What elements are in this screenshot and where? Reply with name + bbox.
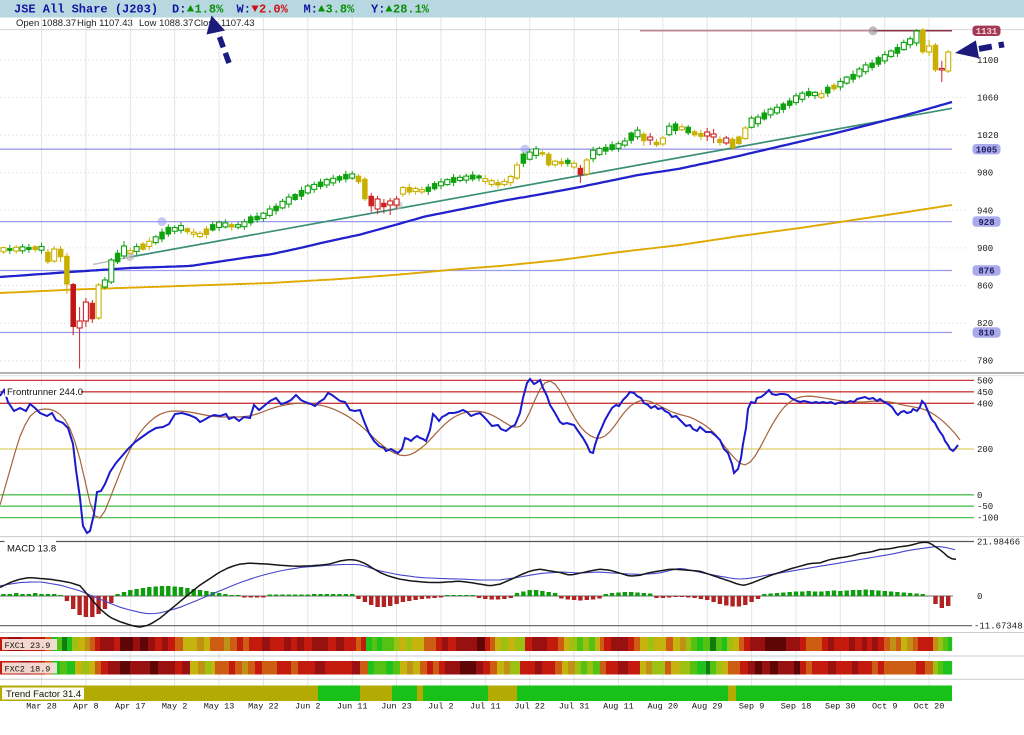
svg-text:May 22: May 22 (248, 702, 279, 712)
svg-text:Apr 8: Apr 8 (73, 702, 99, 712)
svg-text:940: 940 (977, 206, 993, 216)
svg-text:JSE All Share (J203)D:1.8%W:2.: JSE All Share (J203) D: 1.8% W: 2.0% M: 3.8% Y:… (14, 3, 430, 17)
svg-text:Sep 18: Sep 18 (781, 702, 812, 712)
svg-text:Apr 17: Apr 17 (115, 702, 146, 712)
svg-text:Jul 11: Jul 11 (470, 702, 501, 712)
svg-text:Mar 28: Mar 28 (26, 702, 57, 712)
svg-text:-100: -100 (977, 514, 999, 524)
svg-text:Sep 9: Sep 9 (739, 702, 765, 712)
svg-text:1020: 1020 (977, 131, 999, 141)
svg-text:Oct 9: Oct 9 (872, 702, 898, 712)
svg-text:0: 0 (977, 491, 982, 501)
svg-text:21.98466: 21.98466 (977, 538, 1020, 548)
svg-text:May 13: May 13 (204, 702, 235, 712)
svg-text:860: 860 (977, 282, 993, 292)
svg-text:Aug 11: Aug 11 (603, 702, 634, 712)
svg-text:Aug 20: Aug 20 (647, 702, 678, 712)
svg-text:Oct 20: Oct 20 (914, 702, 945, 712)
svg-text:500: 500 (977, 376, 993, 386)
svg-text:Jun 2: Jun 2 (295, 702, 321, 712)
svg-text:MACD 13.8: MACD 13.8 (7, 544, 56, 555)
svg-text:FXC1 23.9: FXC1 23.9 (5, 641, 51, 651)
svg-text:Jul 31: Jul 31 (559, 702, 590, 712)
svg-text:May 2: May 2 (162, 702, 188, 712)
svg-text:980: 980 (977, 169, 993, 179)
svg-text:400: 400 (977, 399, 993, 409)
svg-text:-50: -50 (977, 502, 993, 512)
svg-text:Sep 30: Sep 30 (825, 702, 856, 712)
svg-text:810: 810 (978, 329, 994, 339)
svg-text:Frontrunner 244.0: Frontrunner 244.0 (7, 387, 83, 398)
svg-text:FXC2 18.9: FXC2 18.9 (5, 665, 51, 675)
svg-text:450: 450 (977, 388, 993, 398)
svg-text:-11.67348: -11.67348 (974, 622, 1023, 632)
svg-text:900: 900 (977, 244, 993, 254)
svg-text:Jul 22: Jul 22 (514, 702, 545, 712)
svg-text:Jun 11: Jun 11 (337, 702, 368, 712)
svg-text:780: 780 (977, 357, 993, 367)
svg-text:1060: 1060 (977, 94, 999, 104)
svg-text:0: 0 (977, 592, 982, 602)
svg-text:928: 928 (978, 218, 994, 228)
svg-text:1100: 1100 (977, 56, 999, 66)
svg-text:1131: 1131 (976, 27, 998, 37)
svg-text:876: 876 (978, 267, 994, 277)
svg-text:Aug 29: Aug 29 (692, 702, 723, 712)
svg-text:1005: 1005 (976, 145, 998, 155)
svg-text:Trend Factor 31.4: Trend Factor 31.4 (6, 689, 81, 700)
svg-text:820: 820 (977, 319, 993, 329)
svg-text:Jul 2: Jul 2 (428, 702, 454, 712)
svg-text:Jun 23: Jun 23 (381, 702, 412, 712)
svg-text:200: 200 (977, 445, 993, 455)
